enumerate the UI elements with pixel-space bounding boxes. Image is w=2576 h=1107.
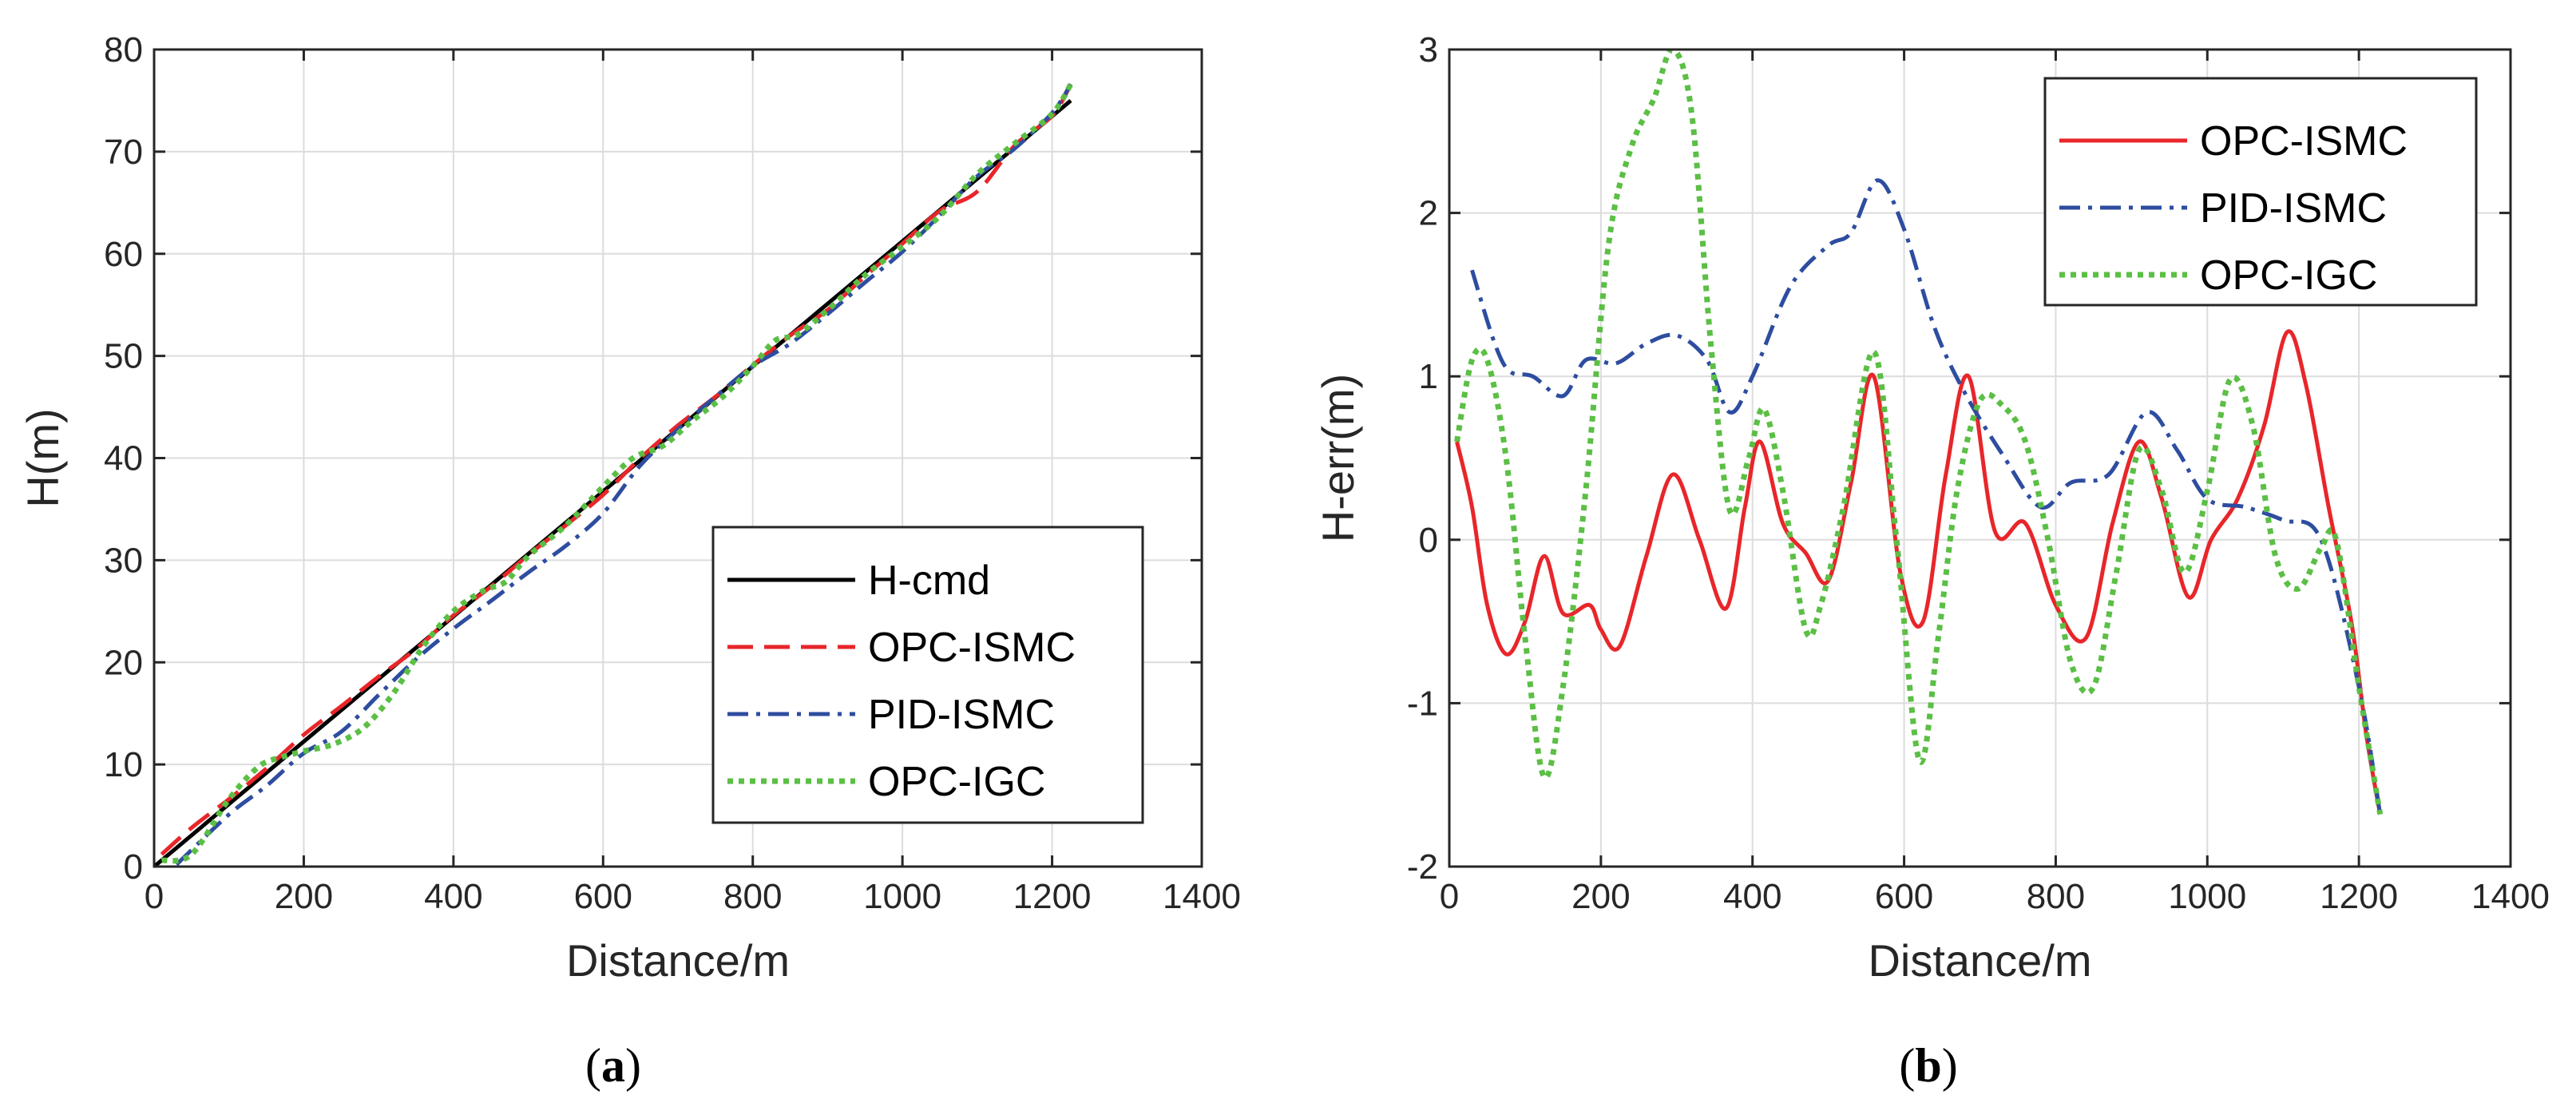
y-tick-label: 10 xyxy=(104,745,143,784)
series-line-h-cmd xyxy=(154,98,1072,867)
y-tick-label: 0 xyxy=(1419,521,1438,560)
x-tick-label: 200 xyxy=(1571,877,1630,916)
x-tick-label: 800 xyxy=(2027,877,2085,916)
x-tick-label: 1200 xyxy=(1013,877,1092,916)
series-group xyxy=(1454,50,2384,815)
x-tick-label: 1400 xyxy=(1163,877,1241,916)
y-tick-label: 2 xyxy=(1419,194,1438,233)
y-tick-label: 60 xyxy=(104,235,143,274)
x-tick-label: 200 xyxy=(275,877,333,916)
x-axis-label: Distance/m xyxy=(1868,935,2091,986)
series-line-opc-igc xyxy=(1454,50,2384,815)
legend-box xyxy=(711,526,1144,824)
x-tick-label: 1400 xyxy=(2471,877,2550,916)
series-line-pid-ismc xyxy=(1470,178,2383,815)
y-tick-label: -2 xyxy=(1407,847,1438,887)
series-line-opc-igc xyxy=(161,82,1074,864)
series-line-opc-ismc xyxy=(1455,329,2383,815)
legend-label: OPC-ISMC xyxy=(868,625,1076,671)
subfigure-caption: (b) xyxy=(1899,1039,1957,1092)
y-tick-label: 50 xyxy=(104,337,143,376)
series-group xyxy=(154,82,1074,867)
x-tick-label: 0 xyxy=(1440,877,1459,916)
series-line-pid-ismc xyxy=(175,83,1073,867)
x-tick-label: 1000 xyxy=(863,877,941,916)
y-tick-label: 20 xyxy=(104,643,143,682)
x-axis-label: Distance/m xyxy=(566,935,790,986)
subfigure-caption: (a) xyxy=(585,1039,641,1092)
y-axis-label: H(m) xyxy=(18,408,68,507)
legend-label: PID-ISMC xyxy=(868,692,1055,738)
caption-open-paren: ( xyxy=(585,1039,601,1092)
x-tick-label: 1200 xyxy=(2320,877,2398,916)
legend-label: H-cmd xyxy=(868,557,990,604)
x-tick-label: 800 xyxy=(723,877,782,916)
y-axis-label: H-err(m) xyxy=(1313,374,1363,542)
y-tick-label: 3 xyxy=(1419,30,1438,69)
caption-letter: b xyxy=(1915,1039,1941,1092)
legend-label: PID-ISMC xyxy=(2200,185,2387,232)
legend: OPC-ISMC PID-ISMC OPC-IGC xyxy=(2043,77,2478,307)
caption-letter: a xyxy=(601,1039,625,1092)
legend: H-cmd OPC-ISMC PID-ISMC OPC-IGC xyxy=(711,526,1144,824)
y-tick-label: -1 xyxy=(1407,684,1438,723)
y-tick-label: 0 xyxy=(124,847,143,887)
legend-label: OPC-ISMC xyxy=(2200,118,2408,165)
x-tick-label: 400 xyxy=(1723,877,1781,916)
legend-label: OPC-IGC xyxy=(2200,252,2377,299)
axes-frame xyxy=(1448,48,2512,868)
caption-close-paren: ) xyxy=(625,1039,641,1092)
chart-a: 0 200 400 600 800 1000 1200 1400 0 10 20 30 40 50 60 70… xyxy=(18,30,1241,1092)
x-tick-label: 400 xyxy=(424,877,482,916)
x-tick-label: 600 xyxy=(574,877,632,916)
chart-b: 0 200 400 600 800 1000 1200 1400 -2 -1 0 1 2 3 Distanc… xyxy=(1313,30,2550,1092)
y-tick-label: 1 xyxy=(1419,357,1438,396)
x-tick-label: 600 xyxy=(1875,877,1933,916)
y-tick-label: 80 xyxy=(104,30,143,69)
y-tick-label: 70 xyxy=(104,133,143,172)
legend-label: OPC-IGC xyxy=(868,759,1045,805)
series-line-opc-ismc xyxy=(160,83,1073,856)
legend-box xyxy=(2043,77,2478,307)
x-tick-label: 1000 xyxy=(2168,877,2246,916)
y-tick-label: 30 xyxy=(104,541,143,580)
caption-open-paren: ( xyxy=(1899,1039,1915,1092)
caption-close-paren: ) xyxy=(1942,1039,1958,1092)
x-tick-label: 0 xyxy=(145,877,164,916)
y-tick-label: 40 xyxy=(104,439,143,478)
